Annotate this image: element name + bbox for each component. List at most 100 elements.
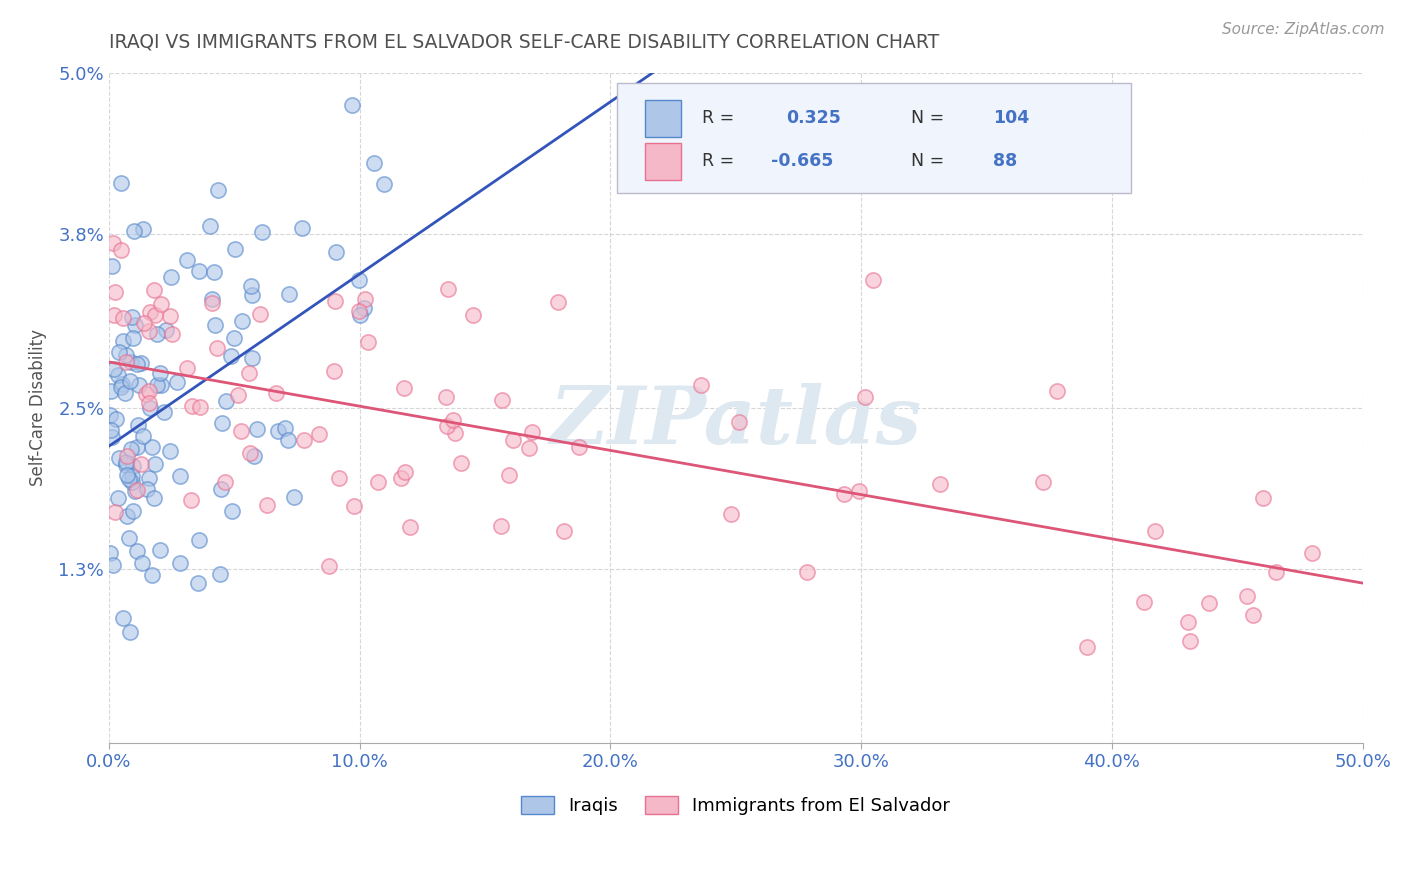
Point <box>277 433 299 447</box>
Point <box>437 282 460 296</box>
Point <box>373 177 395 191</box>
Point <box>104 505 127 519</box>
Point <box>347 273 370 287</box>
Point <box>160 327 183 342</box>
Point <box>862 273 884 287</box>
Text: 104: 104 <box>993 110 1029 128</box>
Point <box>1076 640 1098 654</box>
Point <box>108 345 131 359</box>
Point <box>231 424 253 438</box>
Point <box>1180 634 1202 648</box>
Point <box>1264 565 1286 579</box>
Point <box>115 458 138 473</box>
Point <box>129 356 152 370</box>
Point <box>188 264 211 278</box>
Point <box>796 565 818 579</box>
Point <box>1301 546 1323 560</box>
Point <box>553 524 575 538</box>
Point <box>394 381 416 395</box>
Point <box>394 465 416 479</box>
Point <box>389 471 412 485</box>
Text: 0.325: 0.325 <box>786 110 841 128</box>
Point <box>323 364 346 378</box>
Point <box>832 487 855 501</box>
Point <box>204 318 226 333</box>
Point <box>103 361 125 376</box>
Point <box>100 430 122 444</box>
Point <box>125 543 148 558</box>
Y-axis label: Self-Care Disability: Self-Care Disability <box>30 329 46 486</box>
Point <box>517 442 540 456</box>
Point <box>349 308 371 322</box>
Point <box>489 519 512 533</box>
Point <box>267 424 290 438</box>
Point <box>98 546 121 560</box>
Point <box>101 259 124 273</box>
FancyBboxPatch shape <box>617 83 1130 194</box>
Point <box>1143 524 1166 538</box>
Point <box>131 556 153 570</box>
Point <box>246 422 269 436</box>
Point <box>243 450 266 464</box>
Point <box>180 399 202 413</box>
Point <box>256 498 278 512</box>
Point <box>202 265 225 279</box>
Point <box>145 457 167 471</box>
Point <box>728 415 751 429</box>
Point <box>226 388 249 402</box>
Point <box>238 367 260 381</box>
Point <box>461 308 484 322</box>
Point <box>347 303 370 318</box>
Point <box>207 184 229 198</box>
Point <box>100 384 122 398</box>
Point <box>120 442 142 456</box>
Point <box>101 235 124 250</box>
Point <box>205 341 228 355</box>
Point <box>180 492 202 507</box>
Point <box>101 558 124 572</box>
Text: IRAQI VS IMMIGRANTS FROM EL SALVADOR SELF-CARE DISABILITY CORRELATION CHART: IRAQI VS IMMIGRANTS FROM EL SALVADOR SEL… <box>108 33 939 52</box>
Point <box>131 428 153 442</box>
Point <box>929 477 952 491</box>
Point <box>690 378 713 392</box>
Point <box>1243 607 1265 622</box>
Point <box>354 292 377 306</box>
Point <box>159 444 181 458</box>
Point <box>277 286 299 301</box>
Point <box>121 310 143 324</box>
Point <box>153 405 176 419</box>
Point <box>340 97 363 112</box>
Point <box>145 308 167 322</box>
Point <box>221 349 243 363</box>
Text: N =: N = <box>911 153 945 170</box>
Point <box>568 440 591 454</box>
Point <box>124 224 146 238</box>
Point <box>122 331 145 345</box>
Point <box>853 390 876 404</box>
Point <box>436 419 458 434</box>
Text: -0.665: -0.665 <box>770 153 834 170</box>
Point <box>118 472 141 486</box>
Point <box>110 380 132 394</box>
Point <box>159 309 181 323</box>
Point <box>169 556 191 570</box>
Text: 88: 88 <box>993 153 1017 170</box>
Point <box>239 446 262 460</box>
Point <box>222 330 245 344</box>
Point <box>242 351 264 366</box>
Point <box>149 542 172 557</box>
Point <box>112 310 135 325</box>
Point <box>120 355 142 369</box>
Point <box>115 348 138 362</box>
Point <box>1177 615 1199 629</box>
Point <box>250 225 273 239</box>
Point <box>367 475 389 489</box>
Point <box>201 296 224 310</box>
Point <box>318 559 340 574</box>
Point <box>138 324 160 338</box>
Point <box>1236 589 1258 603</box>
Point <box>357 335 380 350</box>
Point <box>498 468 520 483</box>
Point <box>211 416 233 430</box>
Point <box>129 457 152 471</box>
